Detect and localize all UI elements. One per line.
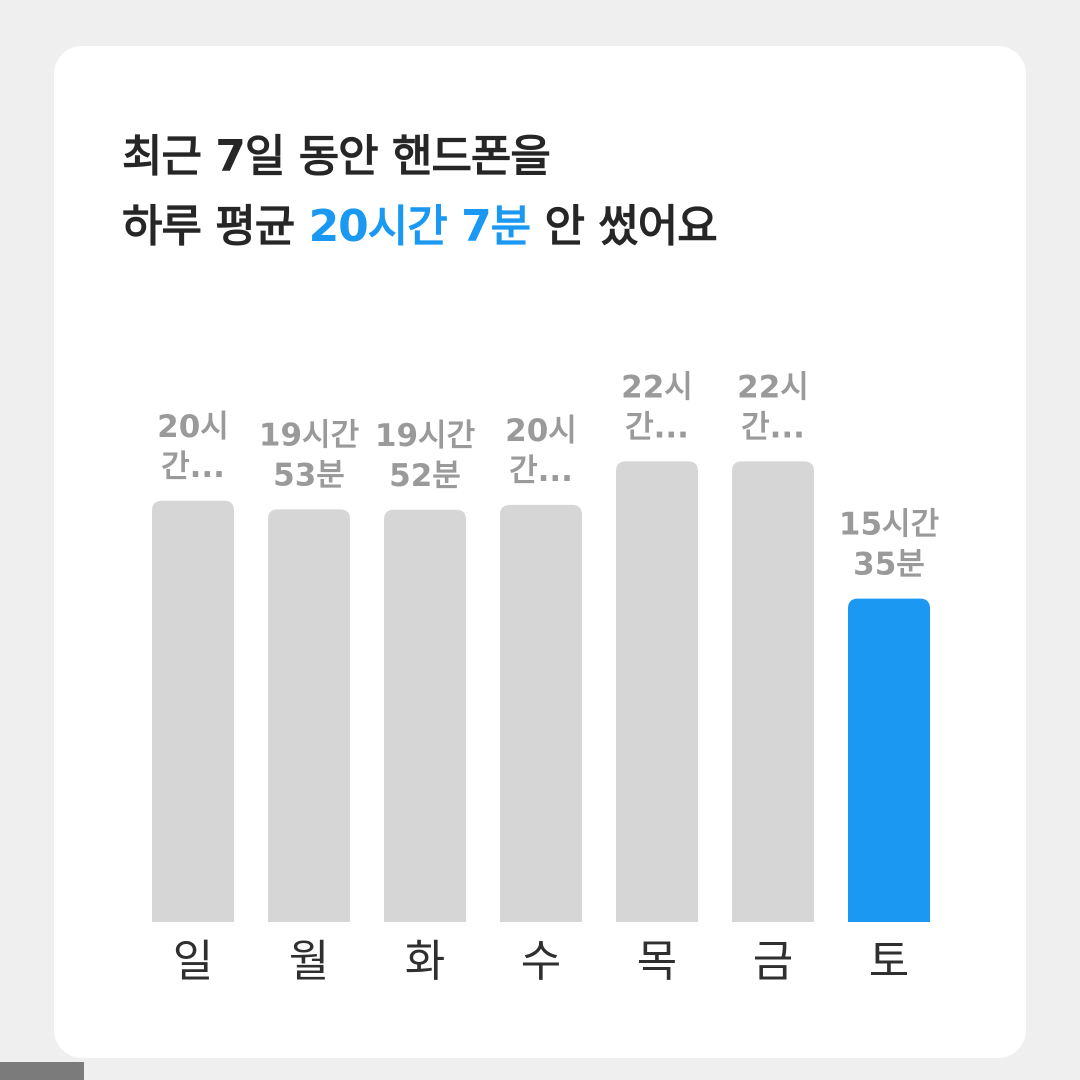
- title-line-1: 최근 7일 동안 핸드폰을: [122, 131, 551, 182]
- bar-4: [616, 461, 698, 922]
- value-label-6-0: 15시간: [839, 507, 939, 543]
- value-label-3-1: 간...: [509, 453, 573, 489]
- title-line-2-suffix: 안 썼어요: [530, 201, 717, 252]
- title-line-2-prefix: 하루 평균: [122, 201, 309, 252]
- value-label-6-1: 35분: [853, 547, 925, 583]
- day-label-3: 수: [521, 936, 561, 987]
- value-label-4-1: 간...: [625, 409, 689, 445]
- bar-2: [384, 509, 466, 922]
- value-label-4-0: 22시: [621, 369, 693, 405]
- day-label-0: 일: [173, 936, 213, 987]
- value-label-5-0: 22시: [737, 369, 809, 405]
- value-label-3-0: 20시: [505, 413, 577, 449]
- value-label-1-0: 19시간: [259, 417, 359, 453]
- bar-3: [500, 504, 582, 922]
- day-label-2: 화: [405, 936, 445, 987]
- bar-6: [848, 598, 930, 922]
- average-usage-highlight: 20시간 7분: [308, 201, 532, 252]
- day-label-5: 금: [753, 936, 793, 987]
- day-label-6: 토: [869, 936, 909, 987]
- value-label-1-1: 53분: [273, 457, 345, 493]
- bar-5: [732, 461, 814, 922]
- bar-1: [268, 509, 350, 922]
- page-title: 최근 7일 동안 핸드폰을 하루 평균 20시간 7분 안 썼어요: [122, 122, 718, 262]
- value-label-0-0: 20시: [157, 409, 229, 445]
- value-label-5-1: 간...: [741, 409, 805, 445]
- day-label-4: 목: [637, 936, 677, 987]
- value-label-2-0: 19시간: [375, 418, 475, 454]
- day-label-1: 월: [289, 936, 329, 987]
- value-label-2-1: 52분: [389, 458, 461, 494]
- bar-0: [152, 500, 234, 922]
- corner-badge: [0, 1062, 84, 1080]
- value-label-0-1: 간...: [161, 449, 225, 485]
